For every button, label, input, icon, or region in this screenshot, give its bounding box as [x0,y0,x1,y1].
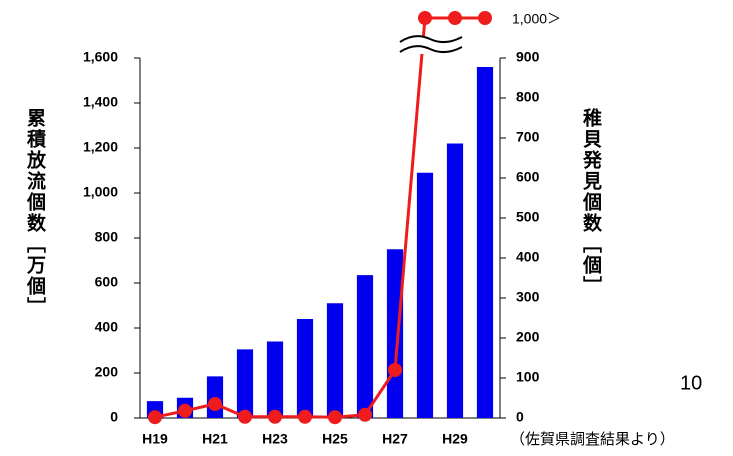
bar [386,249,404,418]
point [238,409,252,424]
bar [266,341,284,418]
bar [476,67,494,418]
point [478,11,492,25]
x-tick-label: H25 [322,431,348,447]
point [298,409,312,424]
y-tick-label: 800 [95,229,119,245]
point [358,407,372,422]
y2-tick-label: 0 [516,409,524,425]
x-tick-label: H27 [382,431,408,447]
y2-tick-label: 500 [516,209,540,225]
x-tick-label: H19 [142,431,168,447]
y2-tick-label: 700 [516,129,540,145]
y2-tick-label: 600 [516,169,540,185]
point [268,409,282,424]
y-axis-label: 累積放流個数［万個］ [24,108,46,318]
y-tick-label: 1,400 [83,94,118,110]
bar [296,319,314,418]
x-tick-label: H23 [262,431,288,447]
bar [446,143,464,418]
line [154,16,485,419]
point [418,11,432,25]
point [208,397,222,411]
point [148,410,162,425]
y-tick-label: 1,200 [83,139,118,155]
x-tick-label: H21 [202,431,228,447]
y-tick-label: 600 [95,274,119,290]
axis-break-line [399,35,463,43]
source: （佐賀県調査結果より） [510,431,675,448]
x-tick-label: H29 [442,431,468,447]
point [328,410,342,425]
bar [326,303,344,418]
y2-tick-label: 400 [516,249,540,265]
y2-tick-label: 800 [516,89,540,105]
y2-tick-label: 300 [516,289,540,305]
y2-axis-label: 稚貝発見個数［個］ [580,108,602,297]
point [178,403,192,418]
annotation: 1,000＞ [512,11,561,27]
page-number: 10 [680,372,702,394]
y-tick-label: 200 [95,364,119,380]
y2-tick-label: 200 [516,329,540,345]
y2-tick-label: 900 [516,49,540,65]
bar [416,172,434,418]
y-tick-label: 400 [95,319,119,335]
bar [356,275,374,418]
y-tick-label: 0 [110,409,118,425]
bar [236,349,254,418]
point [388,363,402,377]
y-tick-label: 1,000 [83,184,118,200]
axis-break-line [399,45,463,53]
y2-tick-label: 100 [516,369,540,385]
y-tick-label: 1,600 [83,49,118,65]
point [448,11,462,25]
